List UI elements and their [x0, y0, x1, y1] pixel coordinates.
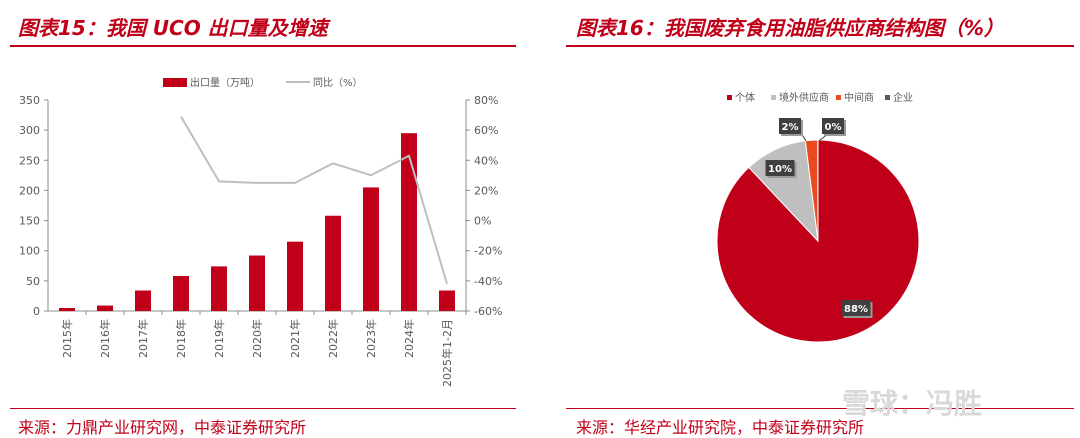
pie-legend-swatch	[885, 95, 890, 100]
x-tick-label: 2022年	[326, 319, 340, 358]
x-tick-label: 2016年	[98, 319, 112, 358]
x-tick-label: 2025年1-2月	[440, 319, 454, 387]
pie-legend-label: 境外供应商	[779, 91, 829, 104]
bar	[363, 187, 379, 311]
y-tick-label-left: 350	[19, 94, 40, 107]
legend-swatch-bar	[163, 78, 187, 87]
y-tick-label-right: 80%	[474, 94, 498, 107]
bar	[249, 256, 265, 311]
pie-legend-swatch	[836, 95, 841, 100]
y-tick-label-right: -20%	[474, 245, 502, 258]
bar	[401, 133, 417, 311]
right-source: 来源：华经产业研究院，中泰证券研究所	[576, 414, 864, 438]
x-tick-label: 2023年	[364, 319, 378, 358]
y-tick-label-left: 0	[33, 305, 40, 318]
bar	[173, 276, 189, 311]
y-tick-label-left: 250	[19, 154, 40, 167]
pie-label-overseas: 10%	[768, 164, 792, 175]
x-tick-label: 2021年	[288, 319, 302, 358]
pie-legend-swatch	[727, 95, 732, 100]
pie-legend-label: 企业	[893, 91, 913, 104]
y-tick-label-left: 200	[19, 184, 40, 197]
y-tick-label-right: 20%	[474, 184, 498, 197]
pie-label-enterprise: 0%	[825, 122, 842, 133]
pie-legend-label: 中间商	[844, 91, 874, 104]
x-tick-label: 2024年	[402, 319, 416, 358]
x-tick-label: 2017年	[136, 319, 150, 358]
pie-legend-label: 个体	[735, 92, 755, 104]
bar	[211, 266, 227, 311]
bar	[439, 291, 455, 311]
x-tick-label: 2020年	[250, 319, 264, 358]
x-tick-label: 2019年	[212, 319, 226, 358]
y-tick-label-right: -40%	[474, 275, 502, 288]
y-tick-label-left: 300	[19, 124, 40, 137]
bar	[325, 216, 341, 311]
bar	[135, 291, 151, 311]
pie-label-individual: 88%	[844, 304, 868, 315]
y-tick-label-right: 60%	[474, 124, 498, 137]
x-tick-label: 2015年	[60, 319, 74, 358]
y-tick-label-left: 100	[19, 245, 40, 258]
left-source-rule	[10, 408, 516, 409]
right-source-rule	[566, 408, 1074, 409]
legend-label-line: 同比（%）	[313, 77, 363, 89]
pie-label-middleman: 2%	[782, 122, 799, 133]
left-source: 来源：力鼎产业研究网，中泰证券研究所	[18, 414, 306, 438]
y-tick-label-right: 40%	[474, 154, 498, 167]
y-tick-label-left: 50	[26, 275, 40, 288]
pie-legend-swatch	[771, 95, 776, 100]
bar	[287, 242, 303, 311]
watermark: 雪球：冯胜	[842, 382, 982, 422]
y-tick-label-right: 0%	[474, 215, 491, 228]
y-tick-label-left: 150	[19, 215, 40, 228]
bar	[59, 308, 75, 311]
legend-label-bar: 出口量（万吨）	[190, 76, 260, 89]
x-tick-label: 2018年	[174, 319, 188, 358]
y-tick-label-right: -60%	[474, 305, 502, 318]
bar	[97, 306, 113, 311]
